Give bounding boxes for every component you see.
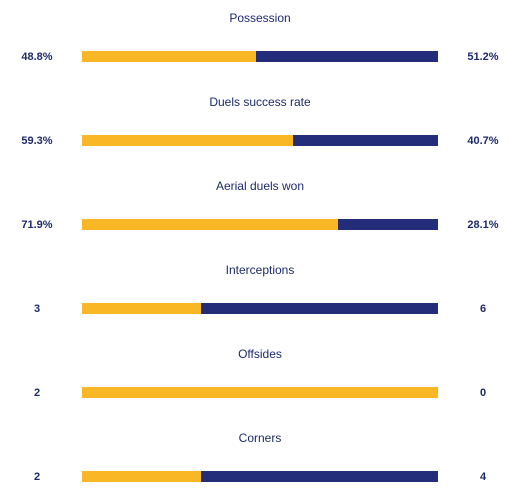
- stat-row-interceptions: Interceptions 3 6: [0, 263, 513, 323]
- stat-away-value: 28.1%: [467, 219, 499, 231]
- stat-comparison-bar: [82, 135, 438, 146]
- stat-home-value: 3: [33, 303, 41, 315]
- bar-home-segment: [82, 471, 201, 482]
- stat-title: Aerial duels won: [215, 179, 305, 193]
- stat-comparison-bar: [82, 51, 438, 62]
- bar-away-segment: [337, 219, 438, 230]
- bar-home-segment: [82, 51, 256, 62]
- stat-home-value: 59.3%: [21, 135, 53, 147]
- stat-comparison-bar: [82, 219, 438, 230]
- stat-title: Corners: [238, 431, 282, 445]
- stat-title: Possession: [229, 11, 291, 25]
- stat-home-value: 2: [33, 387, 41, 399]
- stat-title: Interceptions: [225, 263, 295, 277]
- stat-home-value: 71.9%: [21, 219, 53, 231]
- bar-home-segment: [82, 219, 338, 230]
- bar-away-segment: [293, 135, 438, 146]
- bar-home-segment: [82, 303, 201, 314]
- stat-comparison-bar: [82, 387, 438, 398]
- stat-comparison-bar: [82, 303, 438, 314]
- stat-away-value: 0: [479, 387, 487, 399]
- bar-away-segment: [255, 51, 438, 62]
- stat-row-offsides: Offsides 2 0: [0, 347, 513, 407]
- stat-home-value: 48.8%: [21, 51, 53, 63]
- stat-away-value: 4: [479, 471, 487, 483]
- stat-title: Offsides: [238, 347, 282, 361]
- stat-away-value: 6: [479, 303, 487, 315]
- stat-title: Duels success rate: [209, 95, 311, 109]
- bar-home-segment: [82, 135, 294, 146]
- stat-row-duels-success-rate: Duels success rate 59.3% 40.7%: [0, 95, 513, 155]
- bar-away-segment: [200, 303, 438, 314]
- stat-row-possession: Possession 48.8% 51.2%: [0, 11, 513, 71]
- bar-away-segment: [200, 471, 438, 482]
- stat-home-value: 2: [33, 471, 41, 483]
- bar-home-segment: [82, 387, 438, 398]
- stat-comparison-bar: [82, 471, 438, 482]
- stat-row-corners: Corners 2 4: [0, 431, 513, 491]
- stat-away-value: 51.2%: [467, 51, 499, 63]
- stat-away-value: 40.7%: [467, 135, 499, 147]
- stat-row-aerial-duels-won: Aerial duels won 71.9% 28.1%: [0, 179, 513, 239]
